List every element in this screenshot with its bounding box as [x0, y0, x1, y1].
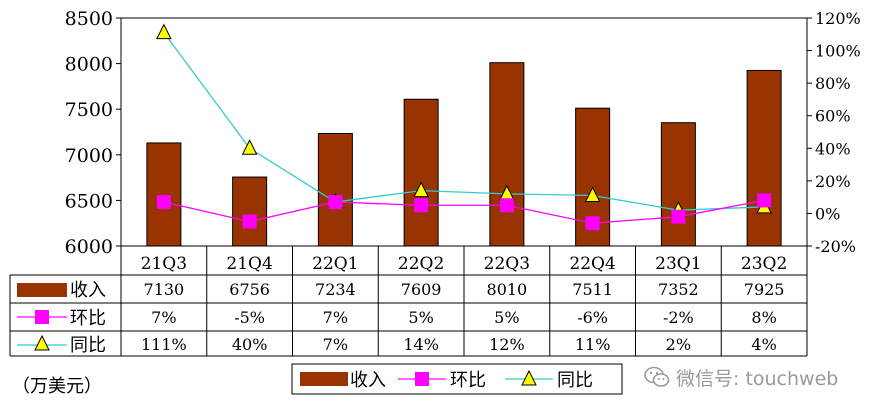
series-line-环比 — [163, 199, 765, 224]
y-right-tick-label: 20% — [815, 172, 851, 191]
data-label: -5% — [234, 308, 265, 327]
data-label: 7609 — [401, 280, 442, 299]
point-marker-square — [757, 193, 772, 208]
y-left-tick-label: 8000 — [65, 54, 113, 76]
legend-label: 收入 — [350, 370, 386, 391]
data-label: 7352 — [658, 280, 699, 299]
point-marker-triangle — [241, 139, 258, 155]
y-right-tick-label: 40% — [815, 139, 851, 158]
data-label: 6756 — [229, 280, 270, 299]
wechat-icon — [644, 366, 670, 387]
category-label: 23Q1 — [655, 254, 701, 274]
point-marker-triangle — [413, 181, 429, 198]
point-marker-square — [414, 198, 429, 213]
data-label: -2% — [663, 308, 694, 327]
data-label: 7925 — [744, 280, 785, 299]
data-label: 4% — [751, 335, 776, 354]
data-label: 12% — [489, 335, 525, 354]
point-marker-square — [242, 214, 257, 229]
data-label: 7% — [323, 335, 348, 354]
data-label: 8010 — [487, 280, 528, 299]
legend-key-triangle — [521, 369, 537, 386]
category-label: 21Q4 — [226, 254, 272, 274]
data-label: 7511 — [572, 280, 613, 299]
row-key-square — [35, 310, 49, 324]
point-marker-square — [671, 209, 686, 224]
point-marker-square — [499, 198, 514, 213]
data-label: 8% — [751, 308, 776, 327]
unit-label: （万美元） — [12, 376, 102, 397]
legend-label: 同比 — [557, 370, 593, 391]
data-label: 7234 — [315, 280, 356, 299]
point-marker-square — [156, 195, 171, 210]
point-marker-triangle — [156, 23, 172, 40]
category-label: 22Q4 — [569, 254, 615, 274]
watermark: 微信号: touchweb — [644, 362, 876, 392]
y-right-tick-label: 100% — [815, 42, 861, 61]
legend-key-square — [415, 372, 429, 386]
data-label: 111% — [141, 335, 187, 354]
y-right-tick-label: 60% — [815, 107, 851, 126]
bar — [317, 132, 353, 247]
data-label: 5% — [408, 308, 433, 327]
point-marker-square — [328, 195, 343, 210]
bar — [403, 98, 439, 247]
bar — [146, 142, 182, 247]
category-label: 21Q3 — [141, 254, 187, 274]
data-label: 2% — [666, 335, 691, 354]
category-label: 22Q2 — [398, 254, 444, 274]
row-label: 收入 — [70, 280, 106, 301]
y-right-tick-label: 0% — [815, 204, 840, 223]
data-label: 7% — [323, 308, 348, 327]
point-marker-square — [585, 216, 600, 231]
row-key-bar — [17, 283, 67, 297]
y-left-tick-label: 8500 — [65, 8, 113, 30]
data-label: 7130 — [144, 280, 185, 299]
point-marker-triangle — [584, 186, 601, 203]
y-right-tick-label: -20% — [815, 237, 856, 256]
row-key-triangle — [34, 334, 50, 351]
data-label: -6% — [577, 308, 608, 327]
category-label: 23Q2 — [741, 254, 787, 274]
bar — [746, 69, 782, 247]
data-label: 5% — [494, 308, 519, 327]
y-right-tick-label: 120% — [815, 9, 861, 28]
bar — [232, 176, 268, 247]
legend-key-bar — [300, 372, 348, 386]
bar — [660, 122, 696, 247]
watermark-text: 微信号: touchweb — [676, 367, 839, 390]
series-line-同比 — [163, 32, 765, 211]
y-left-tick-label: 6000 — [65, 236, 113, 258]
y-right-tick-label: 80% — [815, 74, 851, 93]
row-label: 环比 — [70, 308, 106, 329]
data-label: 11% — [575, 335, 611, 354]
category-label: 22Q3 — [484, 254, 530, 274]
y-left-tick-label: 6500 — [65, 190, 113, 212]
legend-label: 环比 — [450, 370, 486, 391]
row-label: 同比 — [70, 335, 106, 356]
data-label: 14% — [403, 335, 439, 354]
bar — [489, 62, 525, 247]
category-label: 22Q1 — [312, 254, 358, 274]
y-left-tick-label: 7000 — [65, 145, 113, 167]
data-label: 40% — [232, 335, 268, 354]
y-left-tick-label: 7500 — [65, 99, 113, 121]
data-label: 7% — [151, 308, 176, 327]
